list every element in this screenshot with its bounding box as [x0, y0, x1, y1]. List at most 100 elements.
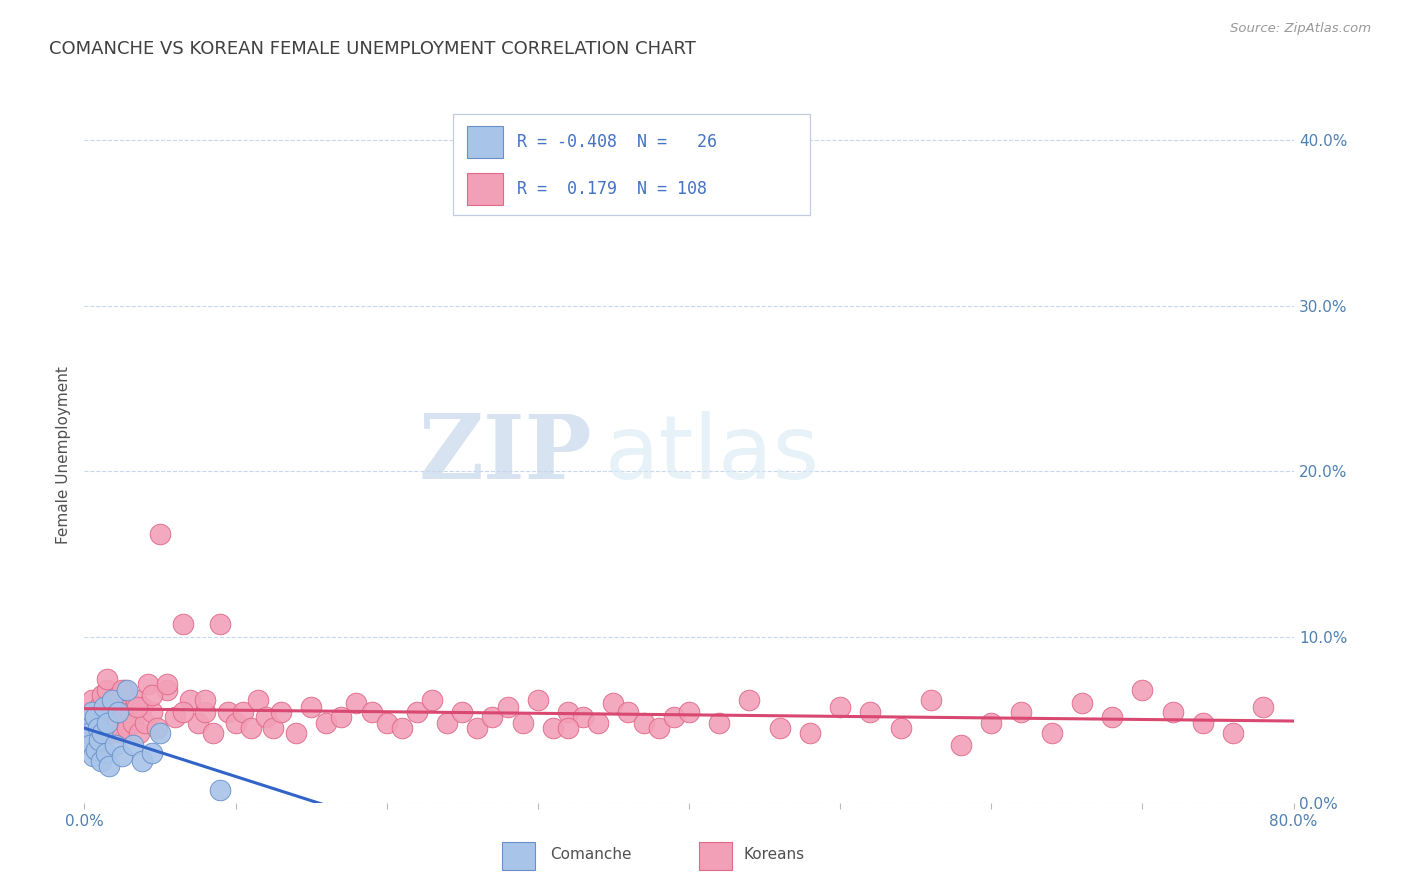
Point: [75, 726, 97, 740]
Point: [141, 705, 163, 719]
Point: [131, 755, 153, 769]
Point: [209, 616, 232, 631]
Point: [165, 709, 187, 723]
Point: [1040, 726, 1063, 740]
Point: [91, 688, 114, 702]
Point: [87, 716, 110, 731]
Point: [201, 726, 224, 740]
Text: ZIP: ZIP: [419, 411, 592, 499]
Point: [76, 732, 98, 747]
Point: [799, 726, 821, 740]
Point: [496, 699, 519, 714]
Point: [1071, 697, 1094, 711]
Point: [648, 721, 671, 735]
Point: [375, 716, 398, 731]
Point: [678, 705, 700, 719]
Point: [1192, 716, 1215, 731]
Point: [115, 721, 138, 735]
Point: [315, 716, 337, 731]
Point: [82, 749, 104, 764]
Point: [108, 688, 131, 702]
Point: [187, 716, 209, 731]
Point: [527, 693, 550, 707]
Point: [194, 693, 217, 707]
Point: [146, 721, 169, 735]
Text: COMANCHE VS KOREAN FEMALE UNEMPLOYMENT CORRELATION CHART: COMANCHE VS KOREAN FEMALE UNEMPLOYMENT C…: [49, 40, 696, 58]
Text: Comanche: Comanche: [550, 847, 631, 863]
Point: [104, 693, 127, 707]
Point: [110, 726, 132, 740]
Point: [172, 705, 194, 719]
Text: atlas: atlas: [605, 411, 820, 499]
Point: [179, 693, 201, 707]
Point: [346, 697, 368, 711]
Point: [481, 709, 503, 723]
Point: [90, 755, 112, 769]
FancyBboxPatch shape: [699, 842, 733, 871]
Point: [156, 683, 179, 698]
Point: [247, 693, 270, 707]
Point: [239, 721, 262, 735]
Point: [131, 699, 153, 714]
Point: [96, 683, 118, 698]
Point: [391, 721, 413, 735]
Point: [75, 716, 97, 731]
Point: [541, 721, 564, 735]
Point: [86, 738, 108, 752]
Point: [100, 693, 122, 707]
Point: [107, 716, 129, 731]
Point: [128, 726, 150, 740]
Point: [93, 726, 115, 740]
Point: [633, 716, 655, 731]
Point: [86, 743, 108, 757]
Point: [89, 732, 111, 747]
Point: [104, 738, 127, 752]
Point: [1101, 709, 1123, 723]
Point: [360, 705, 382, 719]
Point: [330, 709, 353, 723]
Point: [572, 709, 595, 723]
Point: [436, 716, 458, 731]
Point: [100, 699, 122, 714]
Point: [97, 716, 120, 731]
Point: [980, 716, 1002, 731]
Point: [859, 705, 882, 719]
Point: [136, 676, 159, 690]
Point: [111, 699, 134, 714]
Point: [194, 705, 217, 719]
Point: [285, 726, 308, 740]
Text: Source: ZipAtlas.com: Source: ZipAtlas.com: [1230, 22, 1371, 36]
Point: [82, 721, 104, 735]
Point: [118, 705, 141, 719]
Point: [299, 699, 322, 714]
Text: Koreans: Koreans: [744, 847, 804, 863]
Point: [588, 716, 610, 731]
Point: [1253, 699, 1275, 714]
Point: [121, 716, 143, 731]
Point: [121, 738, 143, 752]
Point: [97, 759, 120, 773]
Point: [115, 683, 138, 698]
Point: [254, 709, 277, 723]
Point: [172, 616, 194, 631]
Point: [80, 693, 103, 707]
Point: [270, 705, 292, 719]
Point: [451, 705, 474, 719]
Point: [91, 726, 114, 740]
Point: [114, 683, 136, 698]
Point: [709, 716, 731, 731]
Point: [406, 705, 429, 719]
Point: [77, 716, 100, 731]
Point: [127, 699, 149, 714]
Point: [617, 705, 640, 719]
Point: [769, 721, 792, 735]
Point: [141, 688, 163, 702]
Point: [76, 705, 98, 719]
Point: [111, 749, 134, 764]
Point: [141, 746, 163, 760]
Point: [420, 693, 443, 707]
Point: [920, 693, 942, 707]
Point: [225, 716, 247, 731]
Point: [830, 699, 852, 714]
Point: [89, 699, 111, 714]
